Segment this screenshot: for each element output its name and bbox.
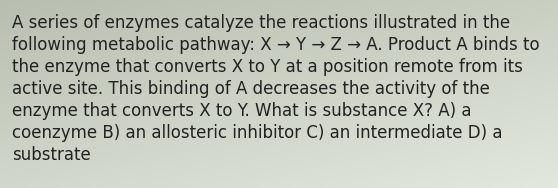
- Text: the enzyme that converts X to Y at a position remote from its: the enzyme that converts X to Y at a pos…: [12, 58, 523, 76]
- Text: following metabolic pathway: X → Y → Z → A. Product A binds to: following metabolic pathway: X → Y → Z →…: [12, 36, 540, 54]
- Text: active site. This binding of A decreases the activity of the: active site. This binding of A decreases…: [12, 80, 490, 98]
- Text: substrate: substrate: [12, 146, 91, 164]
- Text: A series of enzymes catalyze the reactions illustrated in the: A series of enzymes catalyze the reactio…: [12, 14, 510, 32]
- Text: coenzyme B) an allosteric inhibitor C) an intermediate D) a: coenzyme B) an allosteric inhibitor C) a…: [12, 124, 503, 142]
- Text: enzyme that converts X to Y. What is substance X? A) a: enzyme that converts X to Y. What is sub…: [12, 102, 472, 120]
